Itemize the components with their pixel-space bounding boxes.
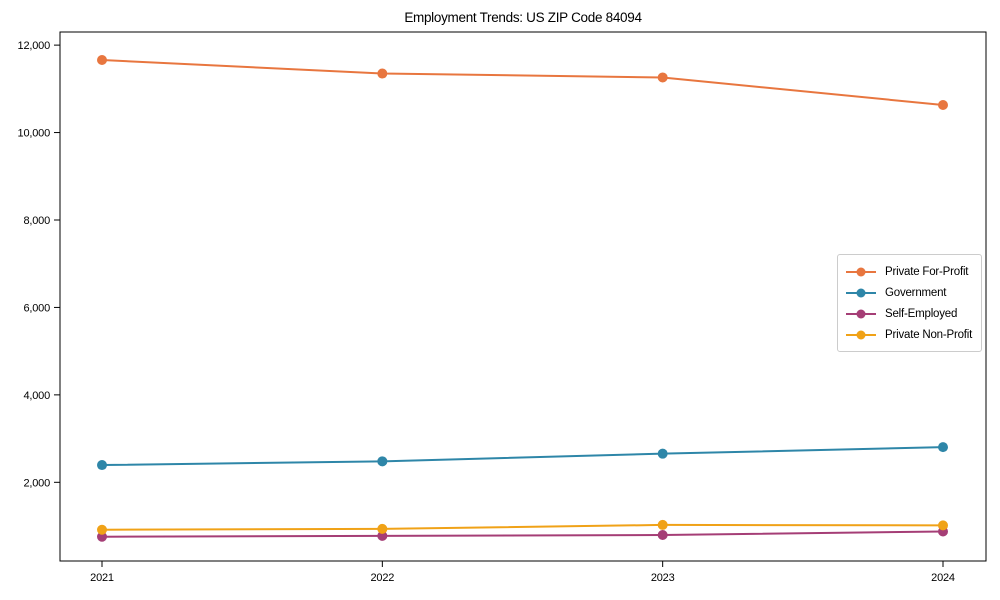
x-tick-label: 2023 [651, 572, 675, 584]
legend-swatch-icon [846, 267, 876, 276]
data-point-private-non-profit [938, 520, 948, 531]
y-tick-label: 10,000 [18, 128, 51, 140]
chart-title: Employment Trends: US ZIP Code 84094 [404, 10, 642, 25]
legend-entry-government: Government [845, 282, 972, 303]
data-point-private-non-profit [97, 524, 107, 535]
legend-label: Government [885, 286, 947, 299]
y-tick-label: 12,000 [18, 40, 51, 52]
y-tick-label: 6,000 [23, 302, 50, 314]
data-point-self-employed [377, 530, 388, 541]
y-tick-label: 4,000 [23, 390, 50, 402]
legend-entry-private-non-profit: Private Non-Profit [845, 324, 972, 345]
legend-swatch-icon [846, 288, 876, 297]
data-point-government [377, 456, 388, 467]
data-point-private-for-profit [938, 100, 948, 111]
data-point-private-for-profit [97, 54, 107, 65]
data-point-private-non-profit [657, 519, 668, 530]
legend-label: Self-Employed [885, 307, 958, 320]
series-line-self-employed [101, 530, 944, 538]
data-point-government [97, 460, 107, 471]
data-point-government [657, 448, 668, 459]
data-point-government [938, 442, 948, 453]
data-point-private-for-profit [377, 68, 388, 79]
legend-label: Private Non-Profit [885, 328, 973, 341]
data-point-private-non-profit [377, 523, 388, 534]
data-point-self-employed [97, 531, 107, 542]
legend-swatch-icon [846, 330, 876, 339]
x-tick-label: 2021 [90, 572, 114, 584]
x-tick-label: 2024 [931, 572, 955, 584]
data-point-private-for-profit [657, 72, 668, 83]
legend-entry-private-for-profit: Private For-Profit [845, 261, 972, 282]
y-tick-label: 8,000 [23, 215, 50, 227]
data-point-self-employed [657, 529, 668, 540]
legend-swatch-icon [846, 309, 876, 318]
series-line-government [101, 446, 944, 467]
chart-legend: Private For-Profit Government Self-Employe… [837, 254, 983, 352]
series-line-private-for-profit [101, 58, 944, 107]
legend-label: Private For-Profit [885, 265, 969, 278]
plot-frame [59, 31, 987, 562]
x-tick-label: 2022 [370, 572, 394, 584]
series-line-private-non-profit [101, 523, 944, 531]
y-tick-label: 2,000 [23, 477, 50, 489]
legend-entry-self-employed: Self-Employed [845, 303, 972, 324]
